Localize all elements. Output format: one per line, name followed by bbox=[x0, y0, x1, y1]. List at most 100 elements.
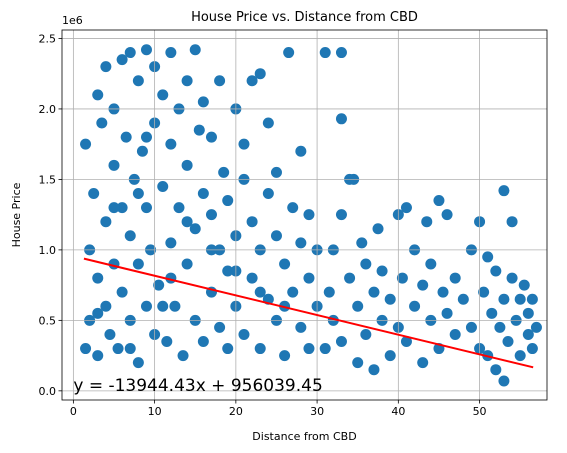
point bbox=[100, 300, 112, 312]
point bbox=[425, 258, 437, 270]
y-tick-label: 1.0 bbox=[39, 244, 57, 257]
point bbox=[173, 202, 185, 214]
plot-frame bbox=[61, 29, 548, 401]
point bbox=[108, 202, 120, 214]
y-axis-label: House Price bbox=[10, 182, 23, 247]
x-tick-label: 10 bbox=[148, 405, 162, 418]
point bbox=[88, 188, 100, 200]
point bbox=[494, 321, 506, 333]
point bbox=[498, 185, 510, 197]
point bbox=[502, 336, 514, 348]
point bbox=[400, 202, 412, 214]
point bbox=[506, 216, 518, 228]
point bbox=[417, 357, 429, 369]
point bbox=[157, 300, 169, 312]
point bbox=[295, 145, 307, 157]
point bbox=[384, 350, 396, 362]
point bbox=[100, 61, 112, 73]
point bbox=[136, 145, 148, 157]
point bbox=[437, 286, 449, 298]
fit-line bbox=[83, 257, 534, 369]
y-tick-label: 0.5 bbox=[39, 314, 57, 327]
annotation: y = -13944.43x + 956039.45 bbox=[73, 376, 322, 396]
point bbox=[368, 286, 380, 298]
point bbox=[157, 180, 169, 192]
point bbox=[222, 343, 234, 355]
point bbox=[96, 117, 108, 129]
point bbox=[165, 237, 177, 249]
point bbox=[396, 272, 408, 284]
point bbox=[530, 321, 542, 333]
point bbox=[303, 272, 315, 284]
point bbox=[120, 131, 132, 143]
point bbox=[181, 75, 193, 87]
point bbox=[360, 258, 372, 270]
point bbox=[506, 272, 518, 284]
point bbox=[238, 138, 250, 150]
point bbox=[116, 286, 128, 298]
y-offset-label: 1e6 bbox=[62, 14, 83, 27]
point bbox=[165, 138, 177, 150]
point bbox=[80, 138, 92, 150]
point bbox=[181, 159, 193, 171]
point bbox=[441, 307, 453, 319]
point bbox=[372, 223, 384, 235]
point bbox=[132, 258, 144, 270]
point bbox=[490, 265, 502, 277]
point bbox=[132, 357, 144, 369]
point bbox=[254, 343, 266, 355]
point bbox=[482, 251, 494, 263]
point bbox=[279, 258, 291, 270]
point bbox=[526, 343, 538, 355]
point bbox=[124, 343, 136, 355]
point bbox=[303, 343, 315, 355]
point bbox=[157, 89, 169, 101]
point bbox=[449, 272, 461, 284]
point bbox=[197, 336, 209, 348]
point bbox=[197, 188, 209, 200]
point bbox=[303, 209, 315, 221]
point bbox=[323, 286, 335, 298]
point bbox=[465, 321, 477, 333]
point bbox=[526, 293, 538, 305]
point bbox=[384, 293, 396, 305]
point bbox=[153, 279, 165, 291]
x-axis-label: Distance from CBD bbox=[252, 430, 356, 443]
point bbox=[376, 265, 388, 277]
point bbox=[140, 44, 152, 56]
x-tick-label: 20 bbox=[229, 405, 243, 418]
point bbox=[409, 300, 421, 312]
point bbox=[262, 117, 274, 129]
point bbox=[486, 307, 498, 319]
point bbox=[165, 47, 177, 59]
point bbox=[335, 209, 347, 221]
point bbox=[270, 230, 282, 242]
point bbox=[490, 364, 502, 376]
point bbox=[352, 300, 364, 312]
point bbox=[518, 279, 530, 291]
point bbox=[522, 307, 534, 319]
point bbox=[246, 272, 258, 284]
x-tick-label: 40 bbox=[391, 405, 405, 418]
point bbox=[132, 188, 144, 200]
y-tick-label: 2.5 bbox=[39, 32, 57, 45]
point bbox=[270, 166, 282, 178]
point bbox=[421, 216, 433, 228]
point bbox=[400, 336, 412, 348]
point bbox=[222, 195, 234, 207]
point bbox=[335, 113, 347, 125]
point bbox=[100, 216, 112, 228]
point bbox=[279, 350, 291, 362]
point bbox=[181, 258, 193, 270]
point bbox=[124, 230, 136, 242]
point bbox=[283, 47, 295, 59]
point bbox=[514, 293, 526, 305]
point bbox=[92, 350, 104, 362]
point bbox=[140, 131, 152, 143]
point bbox=[417, 279, 429, 291]
point bbox=[352, 357, 364, 369]
point bbox=[449, 328, 461, 340]
point bbox=[205, 209, 217, 221]
point bbox=[478, 286, 490, 298]
